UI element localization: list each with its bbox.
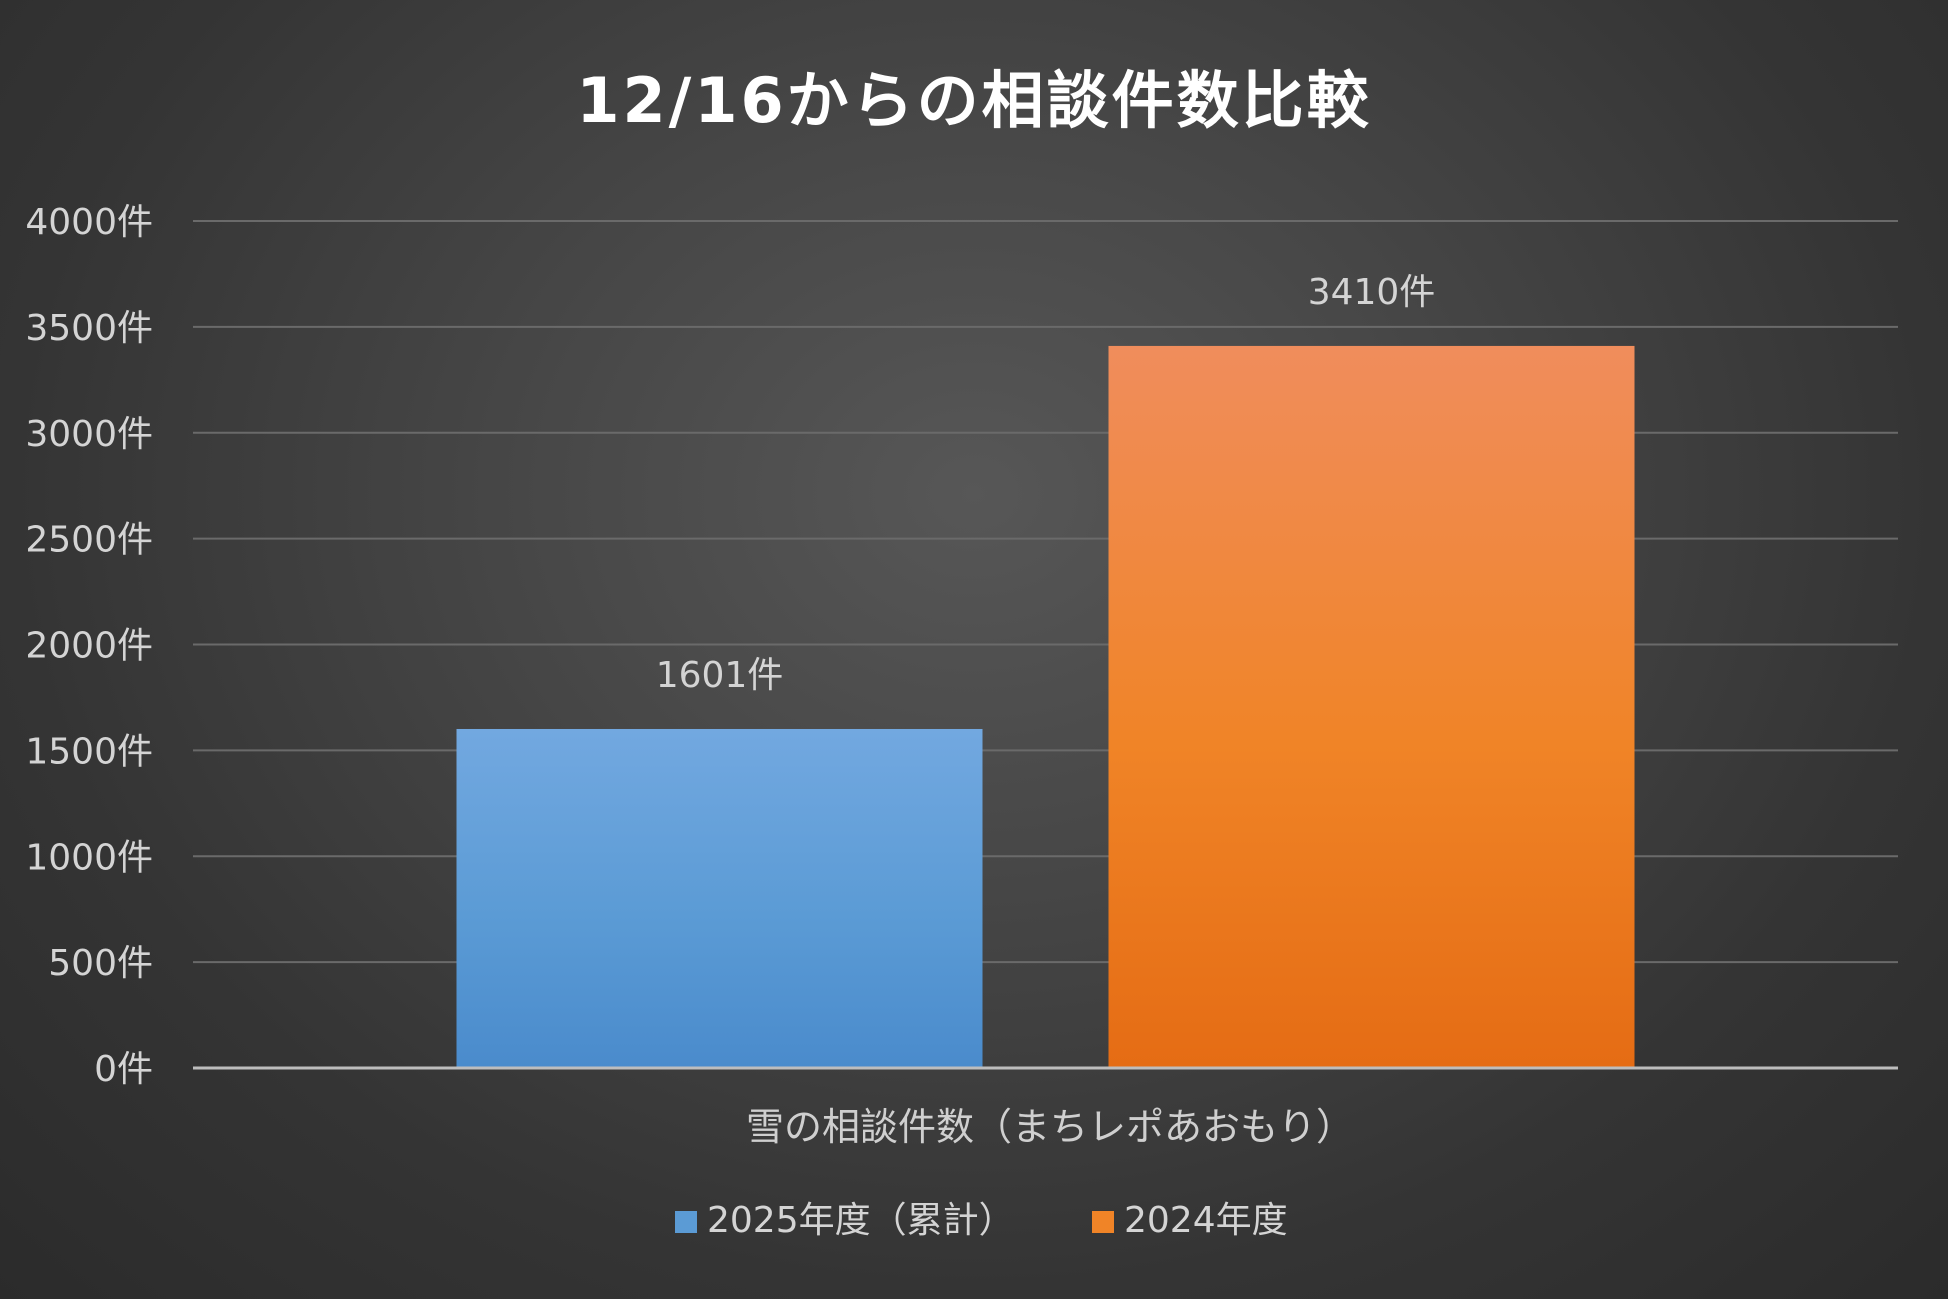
chart-title: 12/16からの相談件数比較: [576, 64, 1371, 137]
bar-1: [456, 728, 983, 1068]
y-tick-label-1500: 1500件: [25, 731, 153, 772]
legend-label-2: 2024年度: [1124, 1200, 1288, 1241]
y-tick-label-3500: 3500件: [25, 308, 153, 349]
data-label-2: 3410件: [1308, 272, 1436, 313]
y-tick-label-1000: 1000件: [25, 837, 153, 878]
y-tick-label-3000: 3000件: [25, 414, 153, 455]
data-label-1: 1601件: [656, 655, 784, 696]
y-tick-label-500: 500件: [48, 943, 153, 984]
bars: [456, 345, 1635, 1068]
y-axis-ticks: 0件 500件 1000件 1500件 2000件 2500件 3000件 3500件 4000…: [25, 202, 153, 1090]
legend: 2025年度（累計） 2024年度: [675, 1200, 1288, 1241]
legend-swatch-1: [675, 1211, 697, 1233]
y-tick-label-2000: 2000件: [25, 626, 153, 667]
gridlines: [193, 220, 1898, 964]
data-labels: 1601件 3410件: [656, 272, 1436, 696]
y-tick-label-0: 0件: [94, 1049, 153, 1090]
legend-label-1: 2025年度（累計）: [707, 1200, 1015, 1241]
bar-2: [1108, 345, 1635, 1068]
y-tick-label-4000: 4000件: [25, 202, 153, 243]
legend-swatch-2: [1092, 1211, 1114, 1233]
x-category-label: 雪の相談件数（まちレポあおもり）: [746, 1105, 1354, 1149]
y-tick-label-2500: 2500件: [25, 520, 153, 561]
